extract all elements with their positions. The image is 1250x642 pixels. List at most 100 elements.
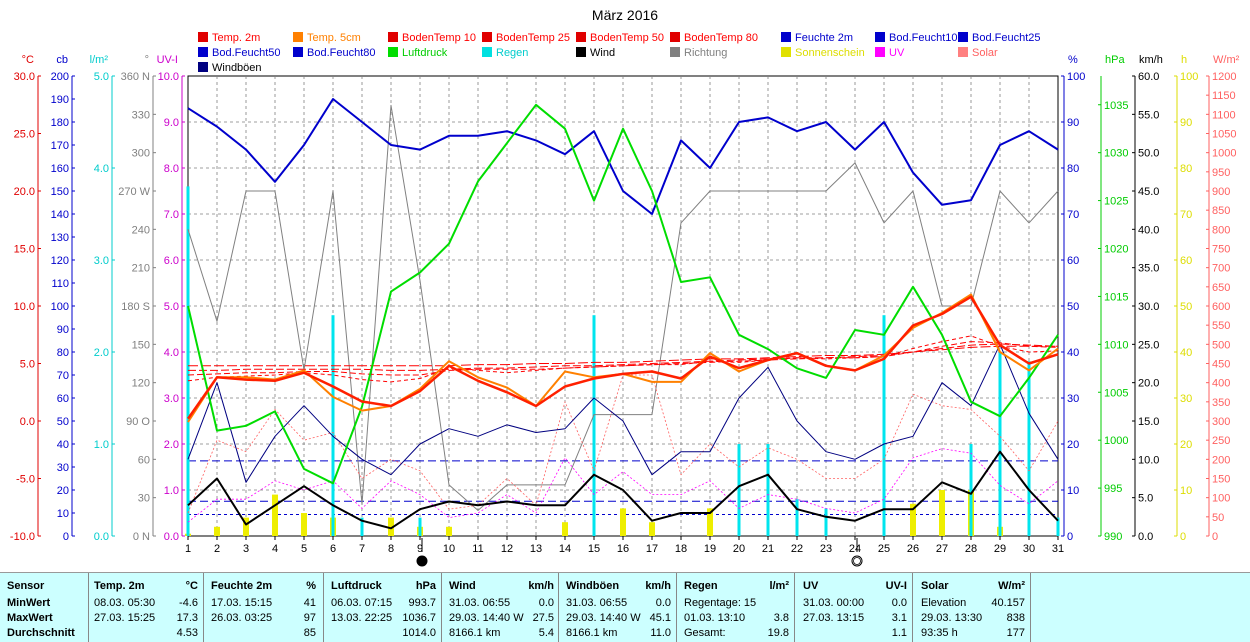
axis-tick-label-dir: 120 [132, 378, 150, 390]
stats-col-pressure: Luftdruck hPa 06.03. 07:15 993.7 13.03. 22… [323, 573, 442, 642]
axis-tick-label-wind: 0.0 [1138, 531, 1153, 543]
axis-tick-label-solar: 500 [1212, 339, 1230, 351]
bar-sonnenschein [214, 526, 220, 536]
axis-tick-label-temp: 25.0 [14, 129, 35, 141]
axis-tick-label-solar: 1150 [1212, 90, 1236, 102]
axis-tick-label-solar: 650 [1212, 282, 1230, 294]
x-tick-label: 20 [733, 543, 745, 555]
series-line-wind [187, 450, 1059, 530]
x-tick-label: 14 [559, 543, 571, 555]
x-tick-label: 16 [617, 543, 629, 555]
series-line-temp-2m [186, 295, 1059, 420]
legend-label: Bod.Feucht10 [889, 32, 958, 44]
legend-label: Richtung [684, 47, 727, 59]
axis-tick-label-wind: 15.0 [1138, 416, 1159, 428]
legend-swatch [670, 32, 680, 42]
x-tick-label: 8 [388, 543, 394, 555]
stats-col-rain: Regen l/m² Regentage: 15 01.03. 13:10 3.8 … [676, 573, 795, 642]
axis-tick-label-press: 1015 [1104, 291, 1128, 303]
stats-rain-max-value: 3.8 [773, 612, 789, 624]
axis-tick-label-uv: 10.0 [158, 71, 179, 83]
axis-tick-label-hum: 20 [1067, 439, 1079, 451]
axis-tick-label-dir: 360 N [121, 71, 150, 83]
legend-swatch [670, 47, 680, 57]
x-tick-label: 21 [762, 543, 774, 555]
axis-tick-label-cb: 140 [51, 209, 69, 221]
axis-tick-label-cb: 80 [57, 347, 69, 359]
bar-sonnenschein [243, 517, 249, 536]
bar-sonnenschein [301, 513, 307, 536]
axis-tick-label-solar: 250 [1212, 435, 1230, 447]
legend-swatch [388, 47, 398, 57]
series-line-windb-en [187, 343, 1059, 483]
bar-regen [186, 186, 190, 536]
legend-swatch [958, 47, 968, 57]
stats-hum-max-time: 26.03. 03:25 [211, 612, 273, 624]
axis-tick-label-hum: 100 [1067, 71, 1085, 83]
stats-unit-gusts: km/h [645, 580, 671, 592]
stats-col-uv: UV UV-I 31.03. 00:00 0.0 27.03. 13:15 3.1 1… [794, 573, 913, 642]
axis-tick-label-dir: 210 [132, 263, 150, 275]
axis-tick-label-cb: 130 [51, 232, 69, 244]
x-tick-label: 30 [1023, 543, 1035, 555]
legend-label: UV [889, 47, 905, 59]
x-tick-label: 2 [214, 543, 220, 555]
axis-tick-label-temp: 10.0 [14, 301, 35, 313]
bar-sonnenschein [939, 490, 945, 536]
axis-tick-label-solar: 350 [1212, 397, 1230, 409]
x-tick-label: 24 [849, 543, 861, 555]
legend: Temp. 2m Temp. 5cm BodenTemp 10 BodenTemp 2… [198, 32, 1041, 74]
axis-tick-label-solar: 1050 [1212, 129, 1236, 141]
axis-tick-label-hum: 50 [1067, 301, 1079, 313]
stats-solar-elevation-value: 40.157 [991, 597, 1025, 609]
x-tick-label: 23 [820, 543, 832, 555]
axis-tick-label-hum: 60 [1067, 255, 1079, 267]
stats-gust-distance: 8166.1 km [566, 627, 618, 639]
legend-swatch [781, 32, 791, 42]
legend-swatch [482, 32, 492, 42]
axis-tick-label-cb: 70 [57, 370, 69, 382]
stats-col-humidity: Feuchte 2m% 17.03. 15:15 41 26.03. 03:25 9… [203, 573, 324, 642]
stats-col-empty [1030, 573, 1250, 642]
axis-tick-label-cb: 10 [57, 508, 69, 520]
axis-unit-sun: h [1181, 54, 1187, 66]
axis-tick-label-press: 990 [1104, 531, 1122, 543]
stats-gust-max-time: 29.03. 14:40 W [566, 612, 641, 624]
axis-tick-label-cb: 40 [57, 439, 69, 451]
new-moon-icon [416, 555, 428, 567]
legend-label: Sonnenschein [795, 47, 865, 59]
stats-uv-min-value: 0.0 [891, 597, 907, 609]
axis-tick-label-solar: 1000 [1212, 148, 1236, 160]
stats-unit-humidity: % [306, 580, 316, 592]
series-line-richtung [187, 104, 1059, 511]
axis-tick-label-cb: 20 [57, 485, 69, 497]
stats-label-min: MinWert [7, 597, 51, 609]
stats-header-sensor: Sensor [7, 580, 45, 592]
legend-label: Temp. 2m [212, 32, 260, 44]
stats-uv-max-time: 27.03. 13:15 [803, 612, 865, 624]
axis-unit-press: hPa [1105, 54, 1125, 66]
stats-temp-max-value: 17.3 [176, 612, 198, 624]
axis-tick-label-press: 1035 [1104, 100, 1128, 112]
axis-tick-label-wind: 50.0 [1138, 148, 1159, 160]
axis-tick-label-sun: 0 [1180, 531, 1186, 543]
bar-regen [795, 499, 799, 536]
axis-unit-hum: % [1068, 54, 1078, 66]
bar-regen [737, 444, 741, 536]
axis-tick-label-temp: 5.0 [20, 359, 35, 371]
stats-header-pressure: Luftdruck [331, 580, 382, 592]
legend-label: BodenTemp 25 [496, 32, 570, 44]
x-tick-label: 15 [588, 543, 600, 555]
x-tick-label: 22 [791, 543, 803, 555]
x-tick-label: 25 [878, 543, 890, 555]
axis-tick-label-solar: 150 [1212, 474, 1230, 486]
stats-col-sensor: Sensor MinWert MaxWert Durchschnitt [0, 573, 88, 642]
axis-tick-label-uv: 0.0 [164, 531, 179, 543]
axis-tick-label-sun: 40 [1180, 347, 1192, 359]
stats-col-solar: Solar W/m² Elevation 40.157 29.03. 13:30 83… [912, 573, 1031, 642]
axis-tick-label-press: 1005 [1104, 387, 1128, 399]
stats-uv-max-value: 3.1 [891, 612, 907, 624]
axis-tick-label-temp: 15.0 [14, 244, 35, 256]
stats-press-max-value: 1036.7 [402, 612, 436, 624]
stats-solar-max-value: 838 [1006, 612, 1025, 624]
